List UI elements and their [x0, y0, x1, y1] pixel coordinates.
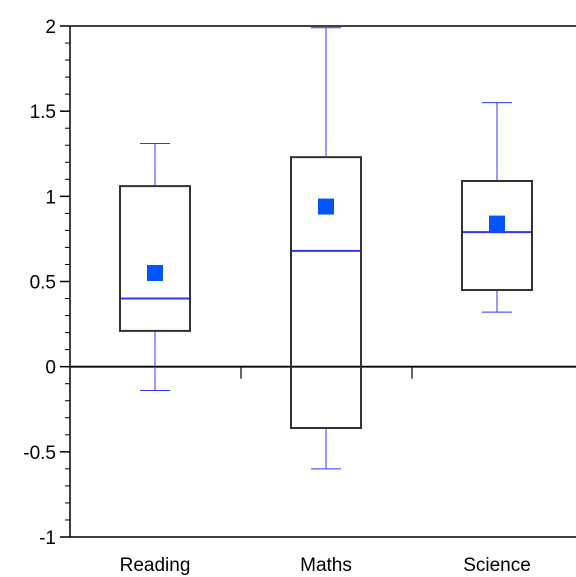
mean-marker [147, 264, 163, 281]
y-tick-label: 0 [45, 358, 56, 379]
y-tick-label: 0.5 [30, 273, 56, 294]
y-tick-label: -1 [39, 528, 56, 549]
category-labels: Reading Maths Science [120, 555, 531, 576]
y-tick-label: -0.5 [23, 443, 56, 464]
box-science [461, 102, 533, 313]
iqr-box [461, 180, 533, 292]
y-axis: -1 -0.5 0 0.5 1 1.5 2 [23, 17, 576, 549]
mean-marker [489, 215, 505, 232]
category-label-maths: Maths [300, 555, 352, 576]
box-maths [290, 27, 362, 470]
boxes [119, 27, 533, 470]
y-tick-label: 2 [45, 17, 56, 38]
category-label-reading: Reading [120, 555, 191, 576]
box-reading [119, 143, 191, 392]
y-tick-label: 1 [45, 187, 56, 208]
x-axis [70, 365, 576, 379]
iqr-box [290, 156, 362, 429]
mean-marker [318, 198, 334, 215]
y-tick-label: 1.5 [30, 102, 56, 123]
iqr-box [119, 185, 191, 332]
category-label-science: Science [463, 555, 531, 576]
